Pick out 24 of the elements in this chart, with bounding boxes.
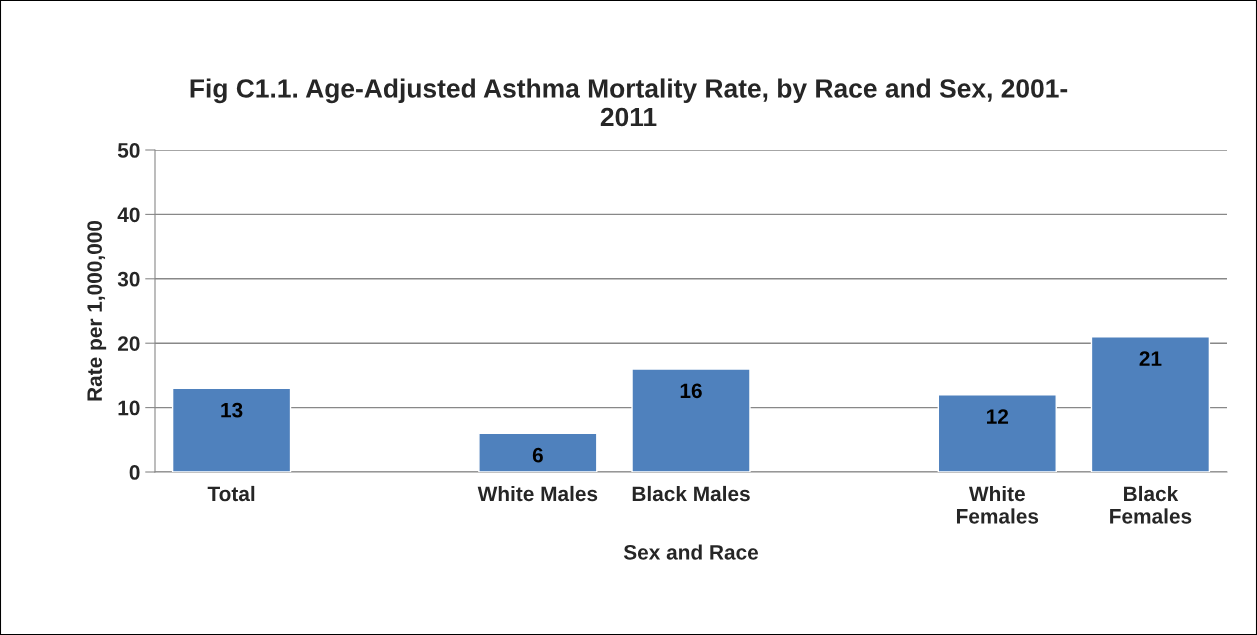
x-tick-label: Black Males: [632, 485, 750, 502]
y-tick-label: 0: [129, 465, 140, 480]
bar: [171, 387, 292, 472]
y-tick-label: 50: [117, 143, 140, 158]
x-tick-label: Black Females: [1110, 485, 1192, 524]
bar: [937, 394, 1057, 472]
bar: [1090, 336, 1211, 472]
y-tick-label: 20: [117, 336, 140, 351]
y-tick-label: 30: [117, 271, 140, 287]
y-tick-label: 10: [118, 400, 140, 416]
x-tick-label: White Males: [477, 485, 598, 502]
bar: [631, 368, 751, 472]
chart-title: Fig C1.1. Age-Adjusted Asthma Mortality Rate, by Race and Sex, 2001- 2011: [190, 78, 1068, 127]
x-axis-title: Sex and Race: [623, 544, 759, 560]
data-label: 6: [532, 447, 543, 463]
bar: [478, 432, 598, 472]
x-tick-label: White Females: [956, 485, 1039, 524]
x-tick-label: Total: [207, 485, 255, 502]
y-axis-title: Rate per 1,000,000: [87, 220, 107, 401]
data-label: 12: [987, 409, 1009, 424]
data-label: 21: [1139, 351, 1162, 366]
y-tick-label: 40: [117, 207, 140, 223]
data-label: 16: [680, 383, 702, 399]
data-label: 13: [221, 402, 243, 418]
